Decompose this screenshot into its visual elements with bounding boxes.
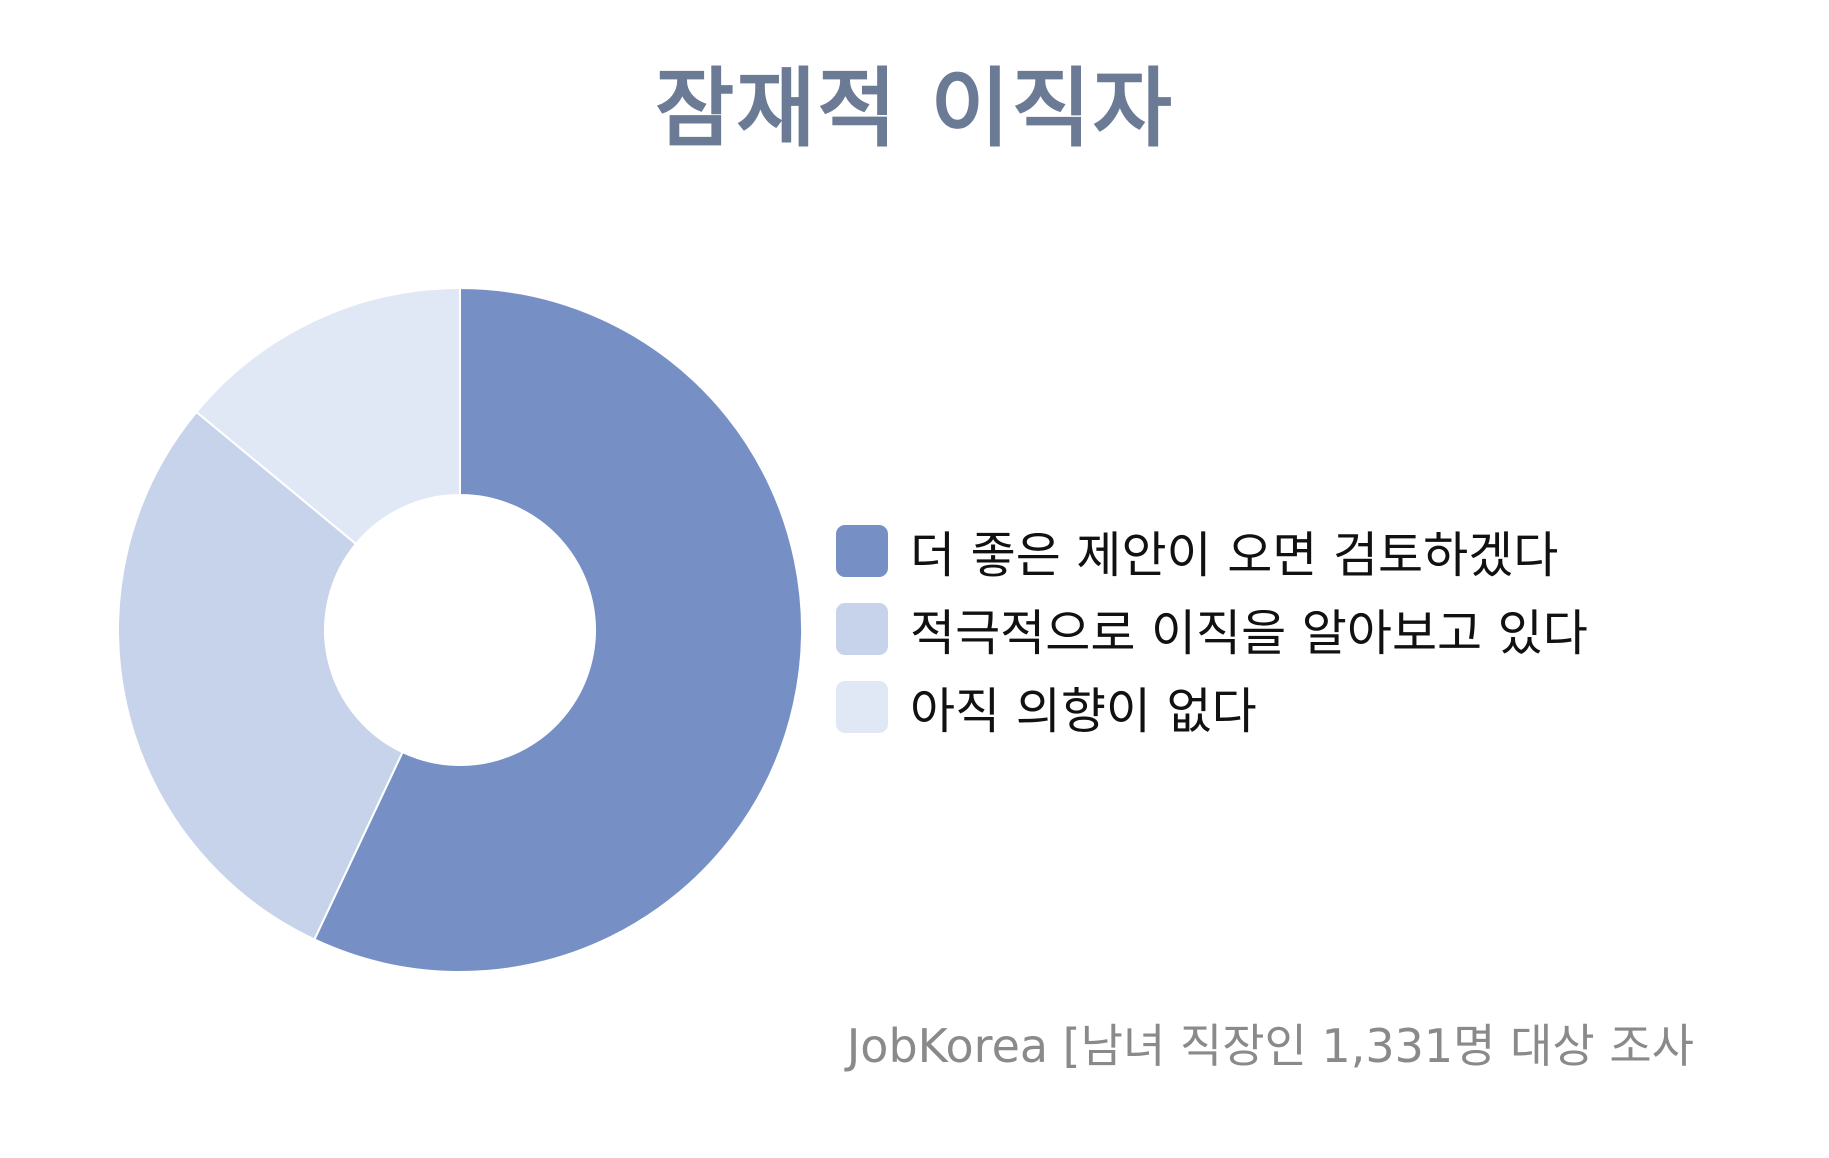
legend: 더 좋은 제안이 오면 검토하겠다 적극적으로 이직을 알아보고 있다 아직 의… <box>836 512 1588 746</box>
legend-item: 적극적으로 이직을 알아보고 있다 <box>836 590 1588 668</box>
donut-slice <box>117 410 404 941</box>
legend-item: 아직 의향이 없다 <box>836 668 1588 746</box>
donut-chart <box>117 286 803 973</box>
legend-swatch <box>836 681 888 733</box>
legend-swatch <box>836 525 888 577</box>
legend-label: 아직 의향이 없다 <box>910 682 1257 740</box>
source-note: JobKorea [남녀 직장인 1,331명 대상 조사 <box>846 1019 1694 1073</box>
legend-label: 적극적으로 이직을 알아보고 있다 <box>910 604 1588 662</box>
legend-label: 더 좋은 제안이 오면 검토하겠다 <box>910 526 1559 584</box>
legend-item: 더 좋은 제안이 오면 검토하겠다 <box>836 512 1588 590</box>
donut-slice <box>313 286 803 973</box>
legend-swatch <box>836 603 888 655</box>
donut-slice <box>195 286 461 546</box>
chart-title: 잠재적 이직자 <box>655 59 1174 159</box>
